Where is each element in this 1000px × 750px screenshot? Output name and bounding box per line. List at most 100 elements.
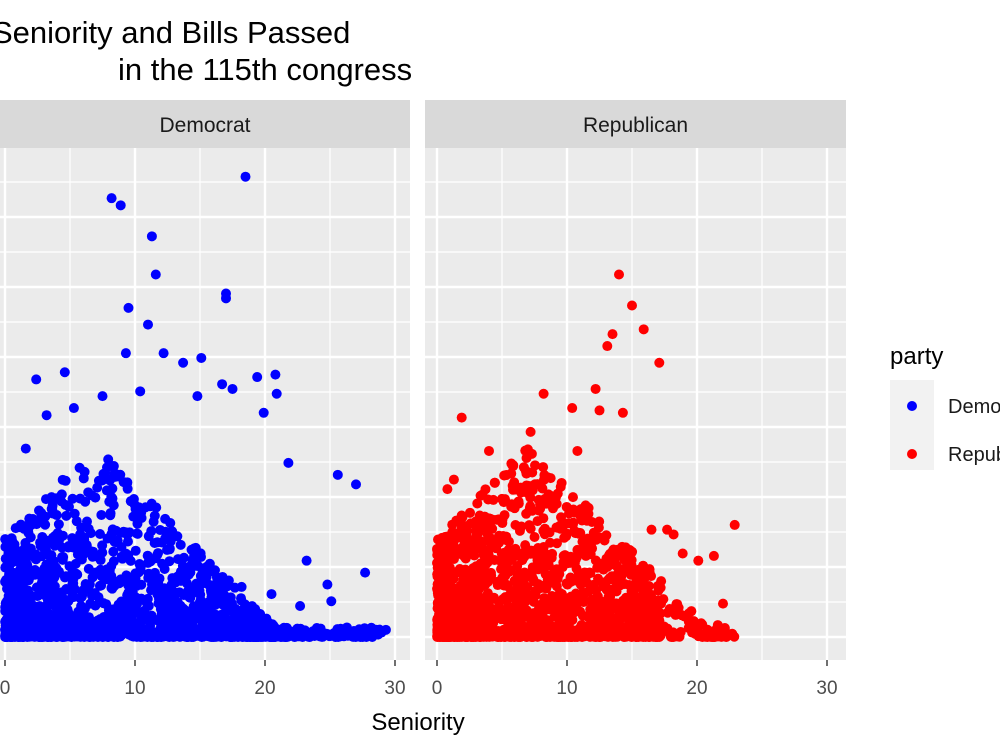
data-point: [634, 577, 645, 588]
data-point: [567, 595, 578, 606]
data-point: [190, 542, 201, 553]
data-point: [511, 597, 522, 608]
data-point: [333, 631, 344, 642]
data-point: [127, 582, 138, 593]
data-point: [59, 611, 70, 622]
data-point: [602, 341, 613, 352]
data-point: [518, 627, 529, 638]
data-point: [165, 517, 176, 528]
data-point: [485, 513, 496, 524]
data-point: [6, 546, 17, 557]
data-point: [97, 540, 108, 551]
data-point: [450, 616, 461, 627]
data-point: [108, 556, 119, 567]
data-point: [123, 589, 134, 600]
data-point: [52, 528, 63, 539]
data-point: [68, 403, 79, 414]
data-point: [569, 507, 580, 518]
x-tick-label: 30: [816, 678, 837, 699]
data-point: [677, 548, 688, 559]
data-point: [198, 624, 209, 635]
data-point: [150, 269, 161, 280]
data-point: [95, 528, 106, 539]
data-point: [43, 600, 54, 611]
data-point: [360, 631, 371, 642]
data-point: [233, 631, 244, 642]
data-point: [614, 269, 624, 280]
data-point: [135, 562, 146, 573]
data-point: [67, 493, 78, 504]
data-point: [433, 621, 444, 632]
data-point: [321, 628, 332, 639]
data-point: [151, 502, 162, 513]
data-point: [505, 589, 516, 600]
data-point: [96, 509, 107, 520]
data-point: [50, 562, 61, 573]
data-point: [135, 386, 146, 397]
data-point: [97, 547, 108, 558]
data-point: [110, 606, 121, 617]
chart-title-line-1: Seniority and Bills Passed: [0, 15, 350, 50]
data-point: [83, 563, 94, 574]
data-point: [81, 516, 92, 527]
data-point: [7, 606, 18, 617]
data-point: [591, 585, 602, 596]
data-point: [155, 631, 166, 642]
data-point: [448, 570, 459, 581]
data-point: [487, 593, 498, 604]
data-point: [1, 617, 12, 628]
data-point: [594, 562, 605, 573]
data-point: [451, 515, 462, 526]
data-point: [341, 622, 352, 633]
data-point: [9, 580, 20, 591]
legend-key-democrat: [907, 401, 917, 411]
data-point: [142, 550, 153, 561]
data-point: [25, 621, 36, 632]
data-point: [153, 548, 164, 559]
data-point: [164, 544, 175, 555]
data-point: [99, 630, 110, 641]
data-point: [557, 626, 568, 637]
data-point: [303, 631, 314, 642]
data-point: [662, 607, 673, 618]
data-point: [672, 599, 683, 610]
data-point: [20, 443, 31, 454]
facet-strip: [425, 100, 846, 148]
data-point: [87, 572, 98, 583]
x-tick-label: 0: [432, 678, 443, 699]
data-point: [99, 622, 110, 633]
data-point: [692, 629, 702, 640]
data-point: [71, 516, 82, 527]
data-point: [503, 601, 514, 612]
data-point: [30, 564, 41, 575]
data-point: [47, 500, 58, 511]
data-point: [351, 479, 361, 490]
data-point: [576, 620, 587, 631]
data-point: [653, 585, 664, 596]
data-point: [551, 538, 562, 549]
data-point: [175, 539, 186, 550]
data-point: [533, 505, 544, 516]
data-point: [580, 550, 591, 561]
data-point: [93, 475, 104, 486]
data-point: [76, 591, 87, 602]
data-point: [57, 474, 68, 485]
data-point: [56, 489, 67, 500]
data-point: [584, 567, 595, 578]
data-point: [80, 496, 91, 507]
data-point: [125, 555, 136, 566]
data-point: [156, 537, 167, 548]
x-axis-title: Seniority: [371, 709, 464, 736]
facet-panel-republican: Republican 0 10 20 30: [425, 100, 846, 699]
data-point: [94, 580, 105, 591]
data-point: [485, 533, 496, 544]
data-point: [203, 599, 214, 610]
data-point: [522, 444, 533, 455]
data-point: [153, 598, 164, 609]
data-point: [480, 619, 491, 630]
data-point: [136, 507, 147, 518]
data-point: [20, 538, 31, 549]
data-point: [53, 621, 64, 632]
points-democrat: [0, 171, 391, 642]
data-point: [540, 625, 551, 636]
